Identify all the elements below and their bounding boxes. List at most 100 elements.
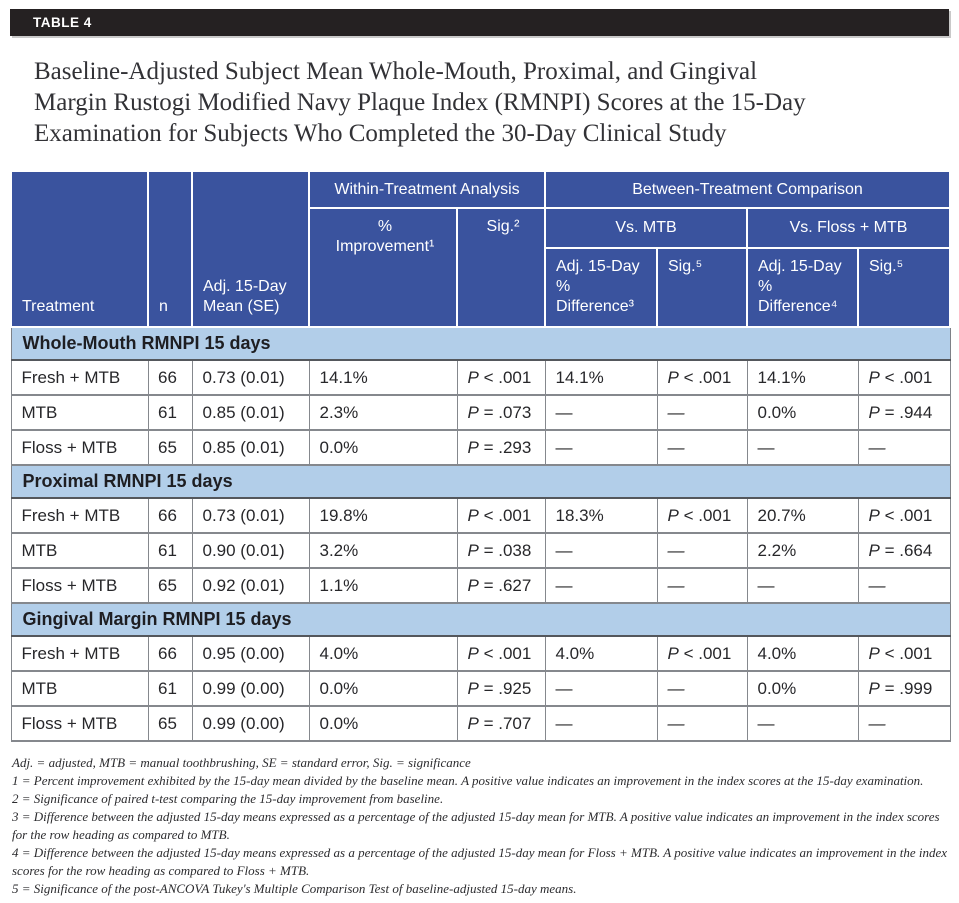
col-header-adj-diff-vs-mtb: Adj. 15-Day % Difference³ [544, 247, 658, 328]
cell-adj-diff-vs-mtb: — [544, 429, 658, 466]
cell-adj-diff-vs-mtb: — [544, 705, 658, 742]
section-row: Gingival Margin RMNPI 15 days [10, 602, 951, 637]
col-header-n: n [147, 170, 193, 328]
col-header-adj-mean: Adj. 15-Day Mean (SE) [191, 170, 310, 328]
col-header-sig-vs-floss: Sig.⁵ [857, 247, 951, 328]
cell-adj-15-day-mean: 0.99 (0.00) [191, 670, 310, 707]
cell-sig-vs-floss: — [857, 567, 951, 604]
cell-sig-vs-floss: P = .664 [857, 532, 951, 569]
footnote: 3 = Difference between the adjusted 15-d… [12, 808, 940, 842]
cell-treatment: MTB [10, 532, 149, 569]
cell-sig-within: P = .627 [456, 567, 546, 604]
col-group-within-treatment: Within-Treatment Analysis [308, 170, 546, 209]
cell-pct-improvement: 19.8% [308, 497, 458, 534]
rmnpi-table: Treatment n Adj. 15-Day Mean (SE) Within… [10, 170, 951, 742]
cell-n: 61 [147, 394, 193, 431]
cell-adj-15-day-mean: 0.73 (0.01) [191, 359, 310, 396]
cell-adj-diff-vs-floss: — [746, 429, 859, 466]
cell-sig-vs-floss: — [857, 705, 951, 742]
cell-n: 65 [147, 705, 193, 742]
table-row: Fresh + MTB 66 0.73 (0.01) 14.1% P < .001 14.… [10, 359, 951, 396]
cell-n: 66 [147, 359, 193, 396]
cell-sig-vs-floss: — [857, 429, 951, 466]
cell-sig-within: P = .707 [456, 705, 546, 742]
cell-pct-improvement: 1.1% [308, 567, 458, 604]
cell-sig-vs-mtb: — [656, 567, 748, 604]
section-header-label: Proximal RMNPI 15 days [10, 464, 951, 499]
footnote: Adj. = adjusted, MTB = manual toothbrush… [12, 755, 471, 770]
col-header-adj-diff-vs-floss: Adj. 15-Day % Difference⁴ [746, 247, 859, 328]
cell-sig-vs-floss: P < .001 [857, 497, 951, 534]
cell-n: 61 [147, 670, 193, 707]
cell-treatment: MTB [10, 670, 149, 707]
table-row: Floss + MTB 65 0.85 (0.01) 0.0% P = .293— — — — [10, 429, 951, 466]
table-header: Treatment n Adj. 15-Day Mean (SE) Within… [10, 170, 951, 328]
cell-sig-vs-mtb: P < .001 [656, 497, 748, 534]
section-row: Whole-Mouth RMNPI 15 days [10, 326, 951, 361]
cell-sig-vs-floss: P < .001 [857, 635, 951, 672]
col-group-vs-mtb: Vs. MTB [544, 207, 748, 249]
cell-adj-15-day-mean: 0.85 (0.01) [191, 429, 310, 466]
cell-treatment: Floss + MTB [10, 705, 149, 742]
cell-adj-diff-vs-mtb: 14.1% [544, 359, 658, 396]
cell-treatment: Fresh + MTB [10, 635, 149, 672]
cell-adj-diff-vs-floss: — [746, 567, 859, 604]
col-group-between-treatment: Between-Treatment Comparison [544, 170, 951, 209]
cell-adj-diff-vs-floss: 20.7% [746, 497, 859, 534]
cell-adj-diff-vs-mtb: 4.0% [544, 635, 658, 672]
cell-adj-diff-vs-mtb: 18.3% [544, 497, 658, 534]
section-header-label: Whole-Mouth RMNPI 15 days [10, 326, 951, 361]
cell-adj-15-day-mean: 0.90 (0.01) [191, 532, 310, 569]
cell-sig-within: P < .001 [456, 359, 546, 396]
cell-sig-vs-mtb: — [656, 532, 748, 569]
section-row: Proximal RMNPI 15 days [10, 464, 951, 499]
cell-adj-diff-vs-mtb: — [544, 532, 658, 569]
cell-adj-15-day-mean: 0.92 (0.01) [191, 567, 310, 604]
cell-treatment: Floss + MTB [10, 567, 149, 604]
cell-adj-diff-vs-floss: 2.2% [746, 532, 859, 569]
col-header-treatment: Treatment [10, 170, 149, 328]
table-row: MTB 61 0.99 (0.00) 0.0% P = .925— —0.0% P = .9… [10, 670, 951, 707]
table-row: Floss + MTB 65 0.99 (0.00) 0.0% P = .707— — — — [10, 705, 951, 742]
cell-adj-diff-vs-mtb: — [544, 670, 658, 707]
footnotes: Adj. = adjusted, MTB = manual toothbrush… [12, 754, 951, 898]
cell-sig-vs-mtb: P < .001 [656, 635, 748, 672]
table-row: Fresh + MTB 66 0.95 (0.00) 4.0% P < .001 4.0%… [10, 635, 951, 672]
cell-n: 61 [147, 532, 193, 569]
table-row: Fresh + MTB 66 0.73 (0.01) 19.8% P < .001 18.… [10, 497, 951, 534]
cell-sig-within: P = .073 [456, 394, 546, 431]
cell-sig-vs-mtb: — [656, 429, 748, 466]
table-row: MTB 61 0.85 (0.01) 2.3% P = .073— —0.0% P = .9… [10, 394, 951, 431]
table-title: Baseline-Adjusted Subject Mean Whole-Mou… [34, 58, 806, 147]
cell-treatment: Floss + MTB [10, 429, 149, 466]
table-row: MTB 61 0.90 (0.01) 3.2% P = .038— —2.2% P = .6… [10, 532, 951, 569]
col-group-vs-floss-mtb: Vs. Floss + MTB [746, 207, 951, 249]
table-tag-bar: TABLE 4 [10, 9, 949, 36]
cell-sig-within: P = .038 [456, 532, 546, 569]
cell-adj-15-day-mean: 0.73 (0.01) [191, 497, 310, 534]
cell-adj-diff-vs-floss: — [746, 705, 859, 742]
cell-sig-within: P < .001 [456, 497, 546, 534]
cell-adj-diff-vs-floss: 4.0% [746, 635, 859, 672]
cell-n: 65 [147, 429, 193, 466]
cell-adj-diff-vs-mtb: — [544, 394, 658, 431]
cell-sig-vs-floss: P = .999 [857, 670, 951, 707]
footnote: 4 = Difference between the adjusted 15-d… [12, 844, 948, 878]
cell-sig-vs-floss: P = .944 [857, 394, 951, 431]
table-row: Floss + MTB 65 0.92 (0.01) 1.1% P = .627— — — — [10, 567, 951, 604]
cell-n: 65 [147, 567, 193, 604]
cell-sig-vs-mtb: — [656, 705, 748, 742]
table-body: Whole-Mouth RMNPI 15 days Fresh + MTB 66 0.… [10, 326, 951, 742]
footnote: 1 = Percent improvement exhibited by the… [12, 772, 924, 788]
col-header-sig-within: Sig.² [456, 207, 546, 328]
cell-pct-improvement: 4.0% [308, 635, 458, 672]
cell-sig-vs-floss: P < .001 [857, 359, 951, 396]
cell-treatment: Fresh + MTB [10, 359, 149, 396]
cell-treatment: MTB [10, 394, 149, 431]
cell-pct-improvement: 2.3% [308, 394, 458, 431]
cell-adj-15-day-mean: 0.85 (0.01) [191, 394, 310, 431]
footnote: 2 = Significance of paired t-test compar… [12, 790, 444, 806]
cell-sig-vs-mtb: — [656, 394, 748, 431]
cell-pct-improvement: 0.0% [308, 705, 458, 742]
